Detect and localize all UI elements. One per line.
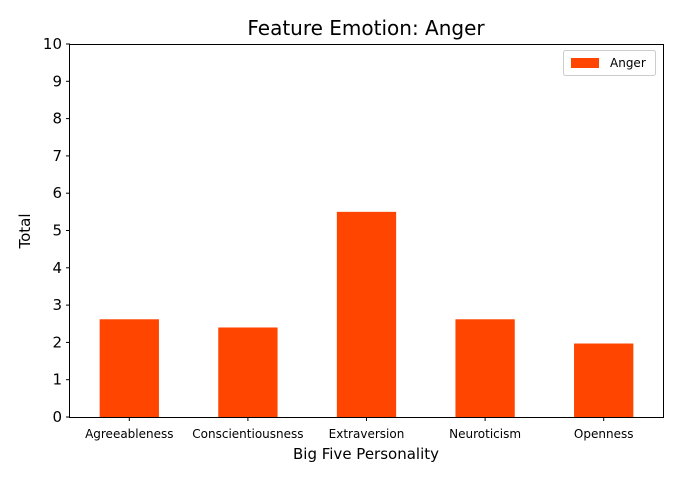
legend-swatch: [571, 58, 599, 68]
plot-area-frame: [69, 44, 664, 418]
y-tick-label: 0: [52, 408, 62, 426]
y-tick-label: 5: [52, 222, 62, 240]
x-tick-label-agreeableness: Agreeableness: [85, 427, 173, 441]
x-axis-label: Big Five Personality: [293, 445, 439, 463]
y-tick-label: 3: [52, 296, 62, 314]
y-tick-label: 1: [52, 371, 62, 389]
x-tick-label-neuroticism: Neuroticism: [449, 427, 521, 441]
bar-openness: [574, 343, 634, 417]
legend: Anger: [563, 50, 656, 76]
x-axis-ticks: Agreeableness Conscientiousness Extraversi…: [85, 417, 633, 441]
y-tick-label: 2: [52, 333, 62, 351]
x-tick-label-openness: Openness: [574, 427, 634, 441]
legend-label: Anger: [610, 56, 646, 70]
bar-neuroticism: [455, 319, 515, 417]
bars-group: [99, 211, 634, 417]
y-tick-label: 6: [52, 184, 62, 202]
bar-extraversion: [336, 211, 397, 417]
legend-box: [563, 50, 656, 76]
x-tick-label-conscientiousness: Conscientiousness: [192, 427, 303, 441]
chart-title: Feature Emotion: Anger: [247, 16, 485, 40]
bar-conscientiousness: [218, 327, 278, 417]
y-axis-ticks: 0 1 2 3 4 5 6 7 8 9 10: [43, 35, 70, 426]
y-tick-label: 8: [52, 110, 62, 128]
y-tick-label: 4: [52, 259, 62, 277]
y-tick-label: 9: [52, 72, 62, 90]
y-tick-label: 7: [52, 147, 62, 165]
bar-agreeableness: [99, 319, 159, 417]
y-tick-label: 10: [43, 35, 62, 53]
x-tick-label-extraversion: Extraversion: [329, 427, 405, 441]
y-axis-label: Total: [16, 213, 34, 249]
